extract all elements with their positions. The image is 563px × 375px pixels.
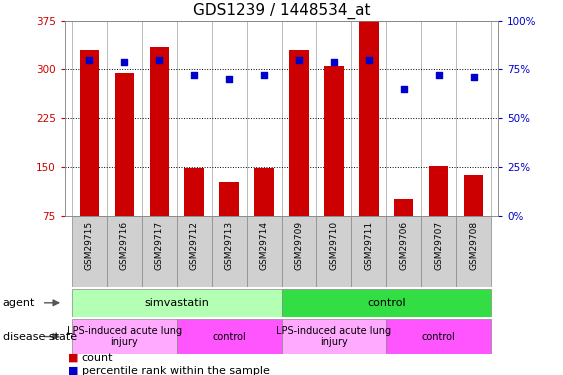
Point [434,72,443,78]
Text: GSM29713: GSM29713 [225,221,234,270]
Bar [142,216,177,287]
Text: agent: agent [3,298,35,308]
Text: GSM29706: GSM29706 [399,221,408,270]
Text: GSM29709: GSM29709 [294,221,303,270]
Text: control: control [422,332,455,342]
Bar [79,50,99,216]
Bar [359,21,378,216]
Text: GSM29716: GSM29716 [120,221,129,270]
Bar [429,166,449,216]
Bar [394,200,413,216]
Text: GSM29711: GSM29711 [364,221,373,270]
Point [155,57,164,63]
Bar [324,66,343,216]
Point [84,57,93,63]
Bar [72,216,107,287]
Bar [386,216,421,287]
Point [329,58,338,64]
Point [190,72,199,78]
Point [364,57,373,63]
Text: GSM29712: GSM29712 [190,221,199,270]
Text: control: control [367,298,406,308]
Bar [177,216,212,287]
Text: ■: ■ [68,366,78,375]
Text: GSM29707: GSM29707 [434,221,443,270]
Title: GDS1239 / 1448534_at: GDS1239 / 1448534_at [193,3,370,19]
Bar [185,168,204,216]
Point [120,58,129,64]
Bar [212,216,247,287]
Text: GSM29710: GSM29710 [329,221,338,270]
Bar [150,46,169,216]
Bar [72,289,282,317]
Bar [421,216,456,287]
Text: count: count [82,353,113,363]
Bar [220,182,239,216]
Bar [282,289,491,317]
Bar [351,216,386,287]
Point [399,86,408,92]
Text: simvastatin: simvastatin [144,298,209,308]
Text: disease state: disease state [3,332,77,342]
Text: LPS-induced acute lung
injury: LPS-induced acute lung injury [66,326,182,347]
Bar [72,319,177,354]
Bar [316,216,351,287]
Text: control: control [212,332,246,342]
Bar [114,73,134,216]
Bar [456,216,491,287]
Bar [177,319,282,354]
Bar [282,319,386,354]
Point [225,76,234,82]
Point [470,74,479,80]
Bar [386,319,491,354]
Text: GSM29708: GSM29708 [470,221,479,270]
Text: ■: ■ [68,353,78,363]
Text: GSM29714: GSM29714 [260,221,269,270]
Text: percentile rank within the sample: percentile rank within the sample [82,366,270,375]
Bar [107,216,142,287]
Text: GSM29717: GSM29717 [155,221,164,270]
Bar [282,216,316,287]
Point [260,72,269,78]
Bar [247,216,282,287]
Bar [254,168,274,216]
Point [294,57,303,63]
Text: GSM29715: GSM29715 [84,221,93,270]
Text: LPS-induced acute lung
injury: LPS-induced acute lung injury [276,326,391,347]
Bar [464,175,484,216]
Bar [289,50,309,216]
